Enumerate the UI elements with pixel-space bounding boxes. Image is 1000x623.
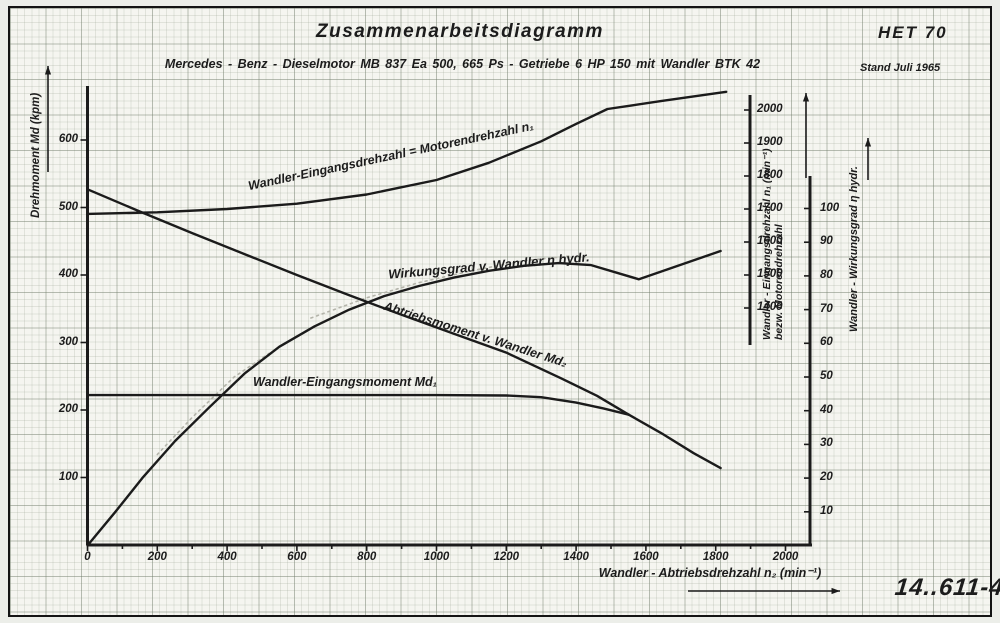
x-tick-label: 1000 <box>423 551 450 563</box>
x-tick-label: 1400 <box>563 551 589 563</box>
n1-tick-label: 1700 <box>757 202 783 214</box>
eta-tick-label: 90 <box>820 235 833 248</box>
md-tick-label: 100 <box>58 470 78 483</box>
left-axis-title: Drehmoment Md (kpm) <box>30 92 42 218</box>
md-tick-label: 400 <box>58 268 78 280</box>
x-tick-label: 400 <box>217 551 237 563</box>
x-axis-title: Wandler - Abtriebsdrehzahl n₂ (min⁻¹) <box>598 566 822 580</box>
curve-md1 <box>86 393 630 416</box>
x-axis-arrow-head <box>831 587 840 595</box>
x-tick-label: 1200 <box>493 551 520 563</box>
pencil-smudge <box>310 254 574 319</box>
eta-tick-label: 100 <box>820 201 840 214</box>
md-tick-label: 200 <box>58 403 78 415</box>
n1-tick-label: 1500 <box>757 268 783 280</box>
n1-tick-label: 1900 <box>757 136 783 148</box>
x-tick-label: 200 <box>147 551 167 563</box>
diagram-subtitle: Mercedes - Benz - Dieselmotor MB 837 Ea … <box>164 57 761 71</box>
eta-tick-label: 30 <box>820 437 833 450</box>
eta-tick-label: 60 <box>820 336 833 349</box>
eta-axis-title: Wandler - Wirkungsgrad η hydr. <box>848 166 860 332</box>
n1-tick-label: 1600 <box>757 235 783 247</box>
x-tick-label: 1600 <box>633 551 659 563</box>
diagram-title: Zusammenarbeitsdiagramm <box>316 21 604 42</box>
eta-tick-label: 40 <box>820 403 833 416</box>
eta-tick-label: 70 <box>820 302 833 315</box>
curve-eta <box>86 249 722 547</box>
eta-tick-label: 80 <box>820 268 833 281</box>
x-tick-label: 0 <box>84 551 91 563</box>
doc-ref: HET 70 <box>878 23 948 42</box>
n1-tick-label: 1400 <box>757 301 783 313</box>
curve-label-input-torque: Wandler-Eingangsmoment Md₁ <box>253 375 438 389</box>
eta-tick-label: 20 <box>820 471 833 484</box>
n1-tick-label: 1800 <box>757 169 783 181</box>
eta-tick-label: 50 <box>820 370 833 382</box>
md-axis-arrow-head <box>44 66 52 75</box>
n1-axis-arrow-head <box>802 93 810 102</box>
drawing-number: 14..611-4 <box>893 574 1000 601</box>
eta-axis-arrow-head <box>864 138 872 147</box>
md-tick-label: 600 <box>58 133 78 145</box>
x-tick-label: 1800 <box>702 551 729 563</box>
curve-md2 <box>86 188 722 470</box>
pencil-smudge <box>156 352 270 456</box>
curve-n1 <box>86 90 728 216</box>
x-tick-label: 600 <box>287 551 307 563</box>
x-tick-label: 800 <box>357 551 377 563</box>
graph-paper <box>8 6 992 617</box>
md-tick-label: 500 <box>58 200 78 213</box>
date-note: Stand Juli 1965 <box>860 62 941 74</box>
eta-tick-label: 10 <box>820 504 833 517</box>
x-tick-label: 2000 <box>772 551 799 563</box>
md-tick-label: 300 <box>58 335 78 348</box>
n1-tick-label: 2000 <box>757 103 783 115</box>
